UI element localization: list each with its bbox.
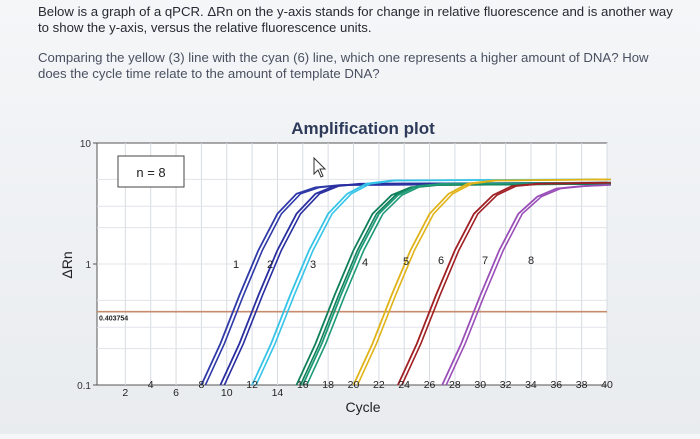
x-tick-label: 22: [373, 379, 385, 391]
series-label-8: 8: [528, 255, 534, 267]
question-paragraph-2: Comparing the yellow (3) line with the c…: [38, 50, 649, 81]
series-label-1: 1: [233, 259, 239, 271]
x-tick-label: 14: [272, 387, 284, 399]
x-tick-label: 34: [525, 379, 537, 391]
x-tick-label: 26: [424, 379, 436, 391]
question-paragraph-1: Below is a graph of a qPCR. ΔRn on the y…: [38, 4, 673, 35]
x-tick-label: 24: [398, 379, 410, 391]
series-layer: [200, 178, 612, 386]
y-tick-label: 1: [85, 260, 91, 271]
x-tick-label: 16: [297, 379, 309, 391]
x-tick-label: 32: [500, 379, 512, 391]
x-tick-label: 8: [198, 379, 204, 391]
series-line-8-replicate: [445, 184, 612, 386]
x-axis-label: Cycle: [345, 399, 380, 415]
series-label-5: 5: [403, 256, 409, 268]
x-tick-label: 20: [348, 379, 360, 391]
series-line-7-replicate: [401, 181, 612, 386]
series-label-6: 6: [438, 255, 444, 267]
x-tick-label: 6: [173, 387, 179, 399]
series-line-5-replicate: [306, 181, 612, 386]
series-label-3: 3: [310, 259, 316, 271]
y-axis-label: ΔRn: [59, 251, 75, 278]
x-tick-label: 36: [550, 379, 562, 391]
x-tick-label: 28: [449, 379, 461, 391]
y-tick-label: 0.1: [77, 381, 91, 392]
curve-labels: 1 2 3 4 5 6 7 8: [233, 255, 534, 271]
threshold-label: 0.403754: [99, 316, 128, 323]
x-tick-label: 30: [474, 379, 486, 391]
question-text: Below is a graph of a qPCR. ΔRn on the y…: [38, 4, 678, 96]
annotation-box: [117, 155, 185, 188]
y-tick-labels: 0.1 1 10: [77, 139, 97, 392]
x-tick-label: 4: [148, 379, 154, 391]
x-tick-label: 10: [221, 387, 233, 399]
series-label-7: 7: [482, 255, 488, 267]
annotation-text: n = 8: [136, 165, 165, 180]
x-tick-label: 40: [601, 379, 613, 391]
y-tick-label: 10: [80, 139, 92, 150]
x-tick-label: 12: [246, 379, 258, 391]
cursor-pointer-icon: [313, 156, 327, 178]
x-tick-label: 2: [122, 387, 128, 399]
threshold-line: 0.403754: [97, 310, 607, 323]
chart-title: Amplification plot: [291, 119, 435, 138]
x-tick-label: 18: [322, 379, 334, 391]
series-label-2: 2: [267, 259, 273, 271]
series-label-4: 4: [362, 257, 368, 269]
series-line-3-replicate: [255, 178, 612, 386]
series-line-2-replicate: [223, 181, 612, 386]
series-line-6-replicate: [356, 178, 612, 386]
x-tick-label: 38: [576, 379, 588, 391]
